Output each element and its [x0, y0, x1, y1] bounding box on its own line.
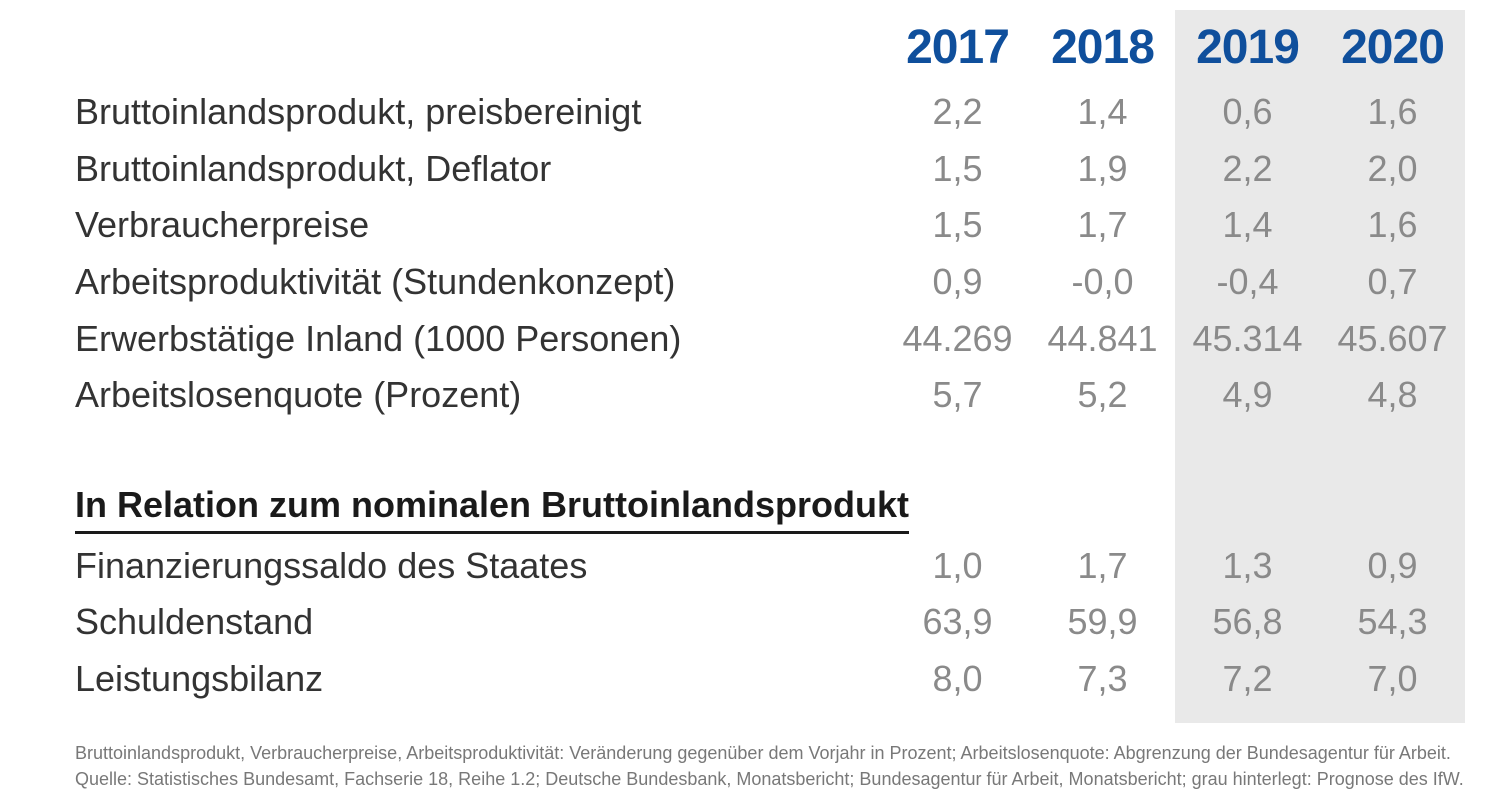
cell-value: 2,0	[1367, 147, 1418, 189]
cell-value: 0,7	[1367, 261, 1418, 303]
cell-value: 1,3	[1222, 544, 1273, 586]
table-row-unemployment-rate: Arbeitslosenquote (Prozent) 5,7 5,2 4,9 …	[75, 367, 1465, 424]
cell-value: 8,0	[932, 658, 983, 700]
table-row-gdp-real: Bruttoinlandsprodukt, preisbereinigt 2,2…	[75, 84, 1465, 141]
table-row-gdp-deflator: Bruttoinlandsprodukt, Deflator 1,5 1,9 2…	[75, 141, 1465, 198]
year-header-row: 2017 2018 2019 2020	[75, 10, 1465, 84]
cell-value: 5,2	[1077, 374, 1128, 416]
cell-value: -0,4	[1216, 261, 1279, 303]
cell-value: 1,0	[932, 544, 983, 586]
table-row-government-balance: Finanzierungssaldo des Staates 1,0 1,7 1…	[75, 538, 1465, 595]
row-label: Finanzierungssaldo des Staates	[75, 544, 588, 586]
row-label: Schuldenstand	[75, 601, 314, 643]
cell-value: 59,9	[1067, 601, 1138, 643]
cell-value: 0,6	[1222, 91, 1273, 133]
table-row-consumer-prices: Verbraucherpreise 1,5 1,7 1,4 1,6	[75, 197, 1465, 254]
cell-value: 1,4	[1222, 204, 1273, 246]
cell-value: 1,9	[1077, 147, 1128, 189]
table-row-labor-productivity: Arbeitsproduktivität (Stundenkonzept) 0,…	[75, 254, 1465, 311]
row-label: Bruttoinlandsprodukt, preisbereinigt	[75, 91, 642, 133]
footnote-definitions: Bruttoinlandsprodukt, Verbraucherpreise,…	[75, 743, 1451, 763]
cell-value: 0,9	[1367, 544, 1418, 586]
cell-value: 0,9	[932, 261, 983, 303]
table-row-employed-persons: Erwerbstätige Inland (1000 Personen) 44.…	[75, 310, 1465, 367]
row-label: Verbraucherpreise	[75, 204, 370, 246]
year-header-2020: 2020	[1341, 20, 1445, 74]
year-header-2018: 2018	[1051, 20, 1155, 74]
cell-value: 54,3	[1357, 601, 1428, 643]
year-header-2017: 2017	[906, 20, 1010, 74]
forecast-highlight-band	[1175, 10, 1465, 723]
cell-value: 2,2	[932, 91, 983, 133]
row-label: Bruttoinlandsprodukt, Deflator	[75, 147, 552, 189]
section-header-cell: In Relation zum nominalen Bruttoinlandsp…	[75, 484, 909, 534]
cell-value: 56,8	[1212, 601, 1283, 643]
cell-value: 1,6	[1367, 204, 1418, 246]
cell-value: 1,5	[932, 147, 983, 189]
cell-value: 1,5	[932, 204, 983, 246]
row-label: Leistungsbilanz	[75, 658, 324, 700]
cell-value: 7,2	[1222, 658, 1273, 700]
cell-value: 2,2	[1222, 147, 1273, 189]
cell-value: -0,0	[1071, 261, 1134, 303]
footnotes: Bruttoinlandsprodukt, Verbraucherpreise,…	[75, 740, 1464, 792]
row-label: Erwerbstätige Inland (1000 Personen)	[75, 317, 682, 359]
footnote-sources: Quelle: Statistisches Bundesamt, Fachser…	[75, 769, 1464, 789]
cell-value: 4,8	[1367, 374, 1418, 416]
section-header-title: In Relation zum nominalen Bruttoinlandsp…	[75, 484, 909, 534]
economic-indicators-table: 2017 2018 2019 2020 Bruttoinlandsprodukt…	[75, 10, 1465, 723]
cell-value: 45.314	[1192, 317, 1303, 359]
row-label: Arbeitsproduktivität (Stundenkonzept)	[75, 261, 676, 303]
cell-value: 44.269	[902, 317, 1013, 359]
cell-value: 1,7	[1077, 544, 1128, 586]
year-header-2019: 2019	[1196, 20, 1300, 74]
table-row-current-account: Leistungsbilanz 8,0 7,3 7,2 7,0	[75, 651, 1465, 708]
cell-value: 63,9	[922, 601, 993, 643]
cell-value: 1,6	[1367, 91, 1418, 133]
cell-value: 7,0	[1367, 658, 1418, 700]
blank-spacer-row	[75, 424, 1465, 480]
cell-value: 44.841	[1047, 317, 1158, 359]
cell-value: 1,4	[1077, 91, 1128, 133]
cell-value: 7,3	[1077, 658, 1128, 700]
cell-value: 1,7	[1077, 204, 1128, 246]
cell-value: 5,7	[932, 374, 983, 416]
cell-value: 4,9	[1222, 374, 1273, 416]
table-row-debt-level: Schuldenstand 63,9 59,9 56,8 54,3	[75, 594, 1465, 651]
section-header-row: In Relation zum nominalen Bruttoinlandsp…	[75, 480, 1465, 538]
cell-value: 45.607	[1337, 317, 1448, 359]
row-label: Arbeitslosenquote (Prozent)	[75, 374, 522, 416]
